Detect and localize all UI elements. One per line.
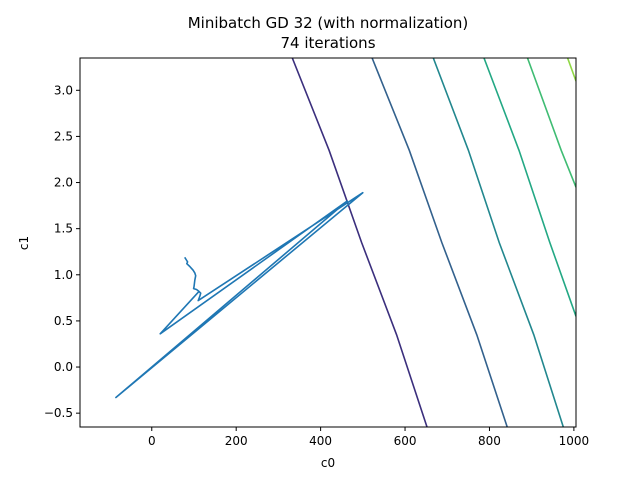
- contour-line-6: [566, 58, 576, 82]
- x-tick-label: 800: [478, 434, 501, 448]
- x-tick-label: 600: [394, 434, 417, 448]
- descent-path-layer: [115, 191, 364, 399]
- contour-line-3: [432, 58, 565, 427]
- plot-frame: [79, 57, 577, 428]
- y-axis-ticks: −0.5 0.0 0.5 1.0 1.5 2.0 2.5 3.0: [44, 83, 80, 420]
- x-axis-ticks: 0 200 400 600 800 1000: [148, 427, 589, 448]
- y-tick-label: 2.0: [54, 176, 73, 190]
- contour-line-2: [371, 58, 508, 427]
- y-tick-label: 0.0: [54, 360, 73, 374]
- contour-line-1: [291, 58, 428, 427]
- y-tick-label: 2.5: [54, 129, 73, 143]
- x-tick-label: 1000: [559, 434, 590, 448]
- descent-path-line: [115, 191, 364, 399]
- chart-title-line1: Minibatch GD 32 (with normalization): [188, 14, 469, 32]
- x-tick-label: 0: [148, 434, 156, 448]
- chart-title-line2: 74 iterations: [280, 34, 375, 52]
- x-tick-label: 200: [225, 434, 248, 448]
- x-tick-label: 400: [309, 434, 332, 448]
- contour-line-4: [483, 58, 576, 317]
- y-tick-label: 0.5: [54, 314, 73, 328]
- y-tick-label: 3.0: [54, 83, 73, 97]
- y-tick-label: 1.0: [54, 268, 73, 282]
- x-axis-label: c0: [321, 456, 335, 470]
- y-axis-label: c1: [17, 236, 31, 250]
- y-tick-label: 1.5: [54, 222, 73, 236]
- contour-line-5: [526, 58, 576, 188]
- contour-lines: [291, 58, 576, 427]
- y-tick-label: −0.5: [44, 406, 73, 420]
